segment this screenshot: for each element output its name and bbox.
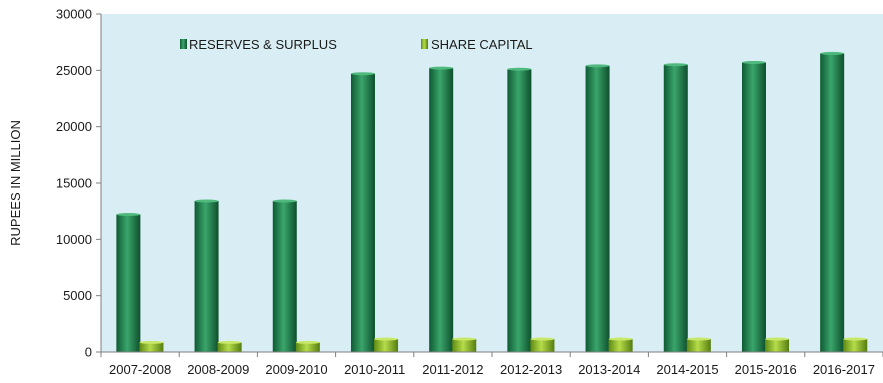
bar-reserves-surplus <box>272 201 297 352</box>
x-tick-label: 2016-2017 <box>813 362 875 377</box>
bar-reserves-surplus <box>429 68 454 352</box>
bar-reserves-surplus <box>663 64 688 352</box>
y-axis-title: RUPEES IN MILLION <box>8 120 23 246</box>
y-tick-label: 15000 <box>56 176 92 191</box>
bar-reserves-surplus-top <box>272 199 297 203</box>
x-tick-label: 2014-2015 <box>656 362 718 377</box>
bar-share-capital <box>843 339 868 352</box>
bar-reserves-surplus <box>194 201 219 352</box>
bar-reserves-surplus <box>741 62 766 353</box>
bar-reserves-surplus-top <box>507 67 532 71</box>
x-tick-label: 2015-2016 <box>735 362 797 377</box>
y-tick-label: 0 <box>85 345 92 360</box>
bar-reserves-surplus-top <box>585 64 610 68</box>
bar-reserves-surplus <box>507 69 532 352</box>
legend-swatch-reserves <box>180 39 187 49</box>
bar-reserves-surplus-top <box>663 63 688 67</box>
y-tick-label: 20000 <box>56 119 92 134</box>
bar-share-capital <box>295 342 320 352</box>
bar-reserves-surplus-top <box>820 51 845 55</box>
x-tick-label: 2008-2009 <box>187 362 249 377</box>
bar-reserves-surplus <box>350 73 375 353</box>
bar-share-capital-top <box>608 337 633 341</box>
bar-share-capital <box>374 339 399 352</box>
bar-share-capital-top <box>530 337 555 341</box>
x-tick-label: 2007-2008 <box>109 362 171 377</box>
bar-reserves-surplus <box>585 65 610 353</box>
bar-share-capital-top <box>139 340 164 344</box>
x-tick-label: 2011-2012 <box>422 362 483 377</box>
bar-share-capital <box>765 339 790 352</box>
y-tick-label: 10000 <box>56 232 92 247</box>
bar-share-capital <box>530 339 555 352</box>
x-tick-label: 2010-2011 <box>344 362 405 377</box>
y-tick-label: 25000 <box>56 63 92 78</box>
bar-share-capital <box>139 342 164 352</box>
bar-share-capital-top <box>765 337 790 341</box>
legend-label-reserves: RESERVES & SURPLUS <box>189 37 337 52</box>
bar-share-capital-top <box>295 340 320 344</box>
x-tick-label: 2013-2014 <box>578 362 640 377</box>
x-tick-label: 2012-2013 <box>500 362 562 377</box>
bar-reserves-surplus-top <box>429 66 454 70</box>
bar-share-capital-top <box>374 337 399 341</box>
bar-share-capital <box>686 339 711 352</box>
bar-reserves-surplus-top <box>350 72 375 76</box>
bar-share-capital <box>608 339 633 352</box>
bar-reserves-surplus-top <box>194 199 219 203</box>
bar-reserves-surplus <box>116 214 141 352</box>
bar-share-capital <box>452 339 477 352</box>
y-tick-label: 5000 <box>63 288 92 303</box>
bar-share-capital-top <box>217 340 242 344</box>
y-tick-label: 30000 <box>56 7 92 22</box>
bar-share-capital <box>217 342 242 352</box>
x-tick-label: 2009-2010 <box>265 362 327 377</box>
legend: RESERVES & SURPLUS SHARE CAPITAL <box>180 37 533 52</box>
bar-share-capital-top <box>686 337 711 341</box>
bar-share-capital-top <box>452 337 477 341</box>
bar-share-capital-top <box>843 337 868 341</box>
legend-label-share-capital: SHARE CAPITAL <box>431 37 533 52</box>
legend-swatch-share-capital <box>421 39 428 49</box>
bar-reserves-surplus-top <box>116 213 141 217</box>
bar-reserves-surplus <box>820 53 845 352</box>
bar-reserves-surplus-top <box>741 60 766 64</box>
